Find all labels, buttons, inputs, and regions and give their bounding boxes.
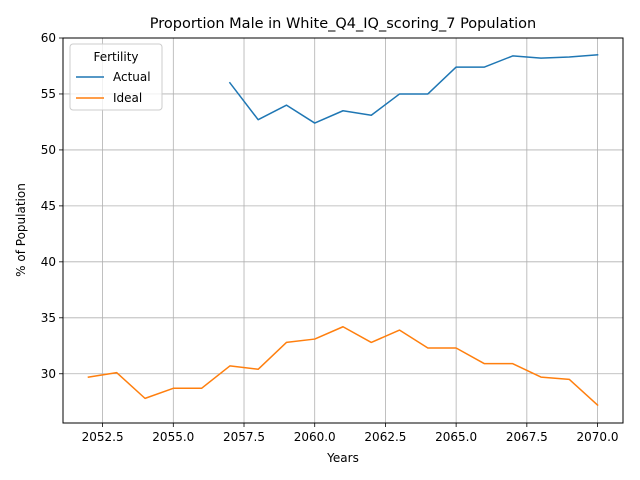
x-tick-label: 2067.5 [506, 430, 548, 444]
x-tick-label: 2057.5 [223, 430, 265, 444]
legend: Fertility Actual Ideal [69, 43, 163, 111]
y-tick-label: 35 [41, 311, 56, 325]
y-tick-label: 55 [41, 87, 56, 101]
x-tick-label: 2052.5 [82, 430, 124, 444]
x-tick-label: 2055.0 [152, 430, 194, 444]
legend-box [69, 43, 163, 111]
series-lines [87, 53, 599, 407]
y-tick-label: 50 [41, 143, 56, 157]
gridlines [63, 37, 623, 423]
y-tick-label: 45 [41, 199, 56, 213]
y-axis-ticks: 30 35 40 45 50 55 60 [41, 31, 63, 381]
series-line-actual [228, 53, 599, 124]
y-tick-label: 40 [41, 255, 56, 269]
axes-frame [62, 37, 624, 424]
chart-title: Proportion Male in White_Q4_IQ_scoring_7… [150, 16, 537, 32]
y-axis-label: % of Population [14, 183, 28, 277]
y-tick-label: 60 [41, 31, 56, 45]
legend-label-actual: Actual [113, 70, 151, 84]
series-line-ideal [87, 326, 599, 407]
legend-title: Fertility [93, 50, 138, 64]
legend-label-ideal: Ideal [113, 91, 142, 105]
x-tick-label: 2062.5 [364, 430, 406, 444]
x-tick-label: 2070.0 [577, 430, 619, 444]
x-tick-label: 2060.0 [294, 430, 336, 444]
x-tick-label: 2065.0 [435, 430, 477, 444]
x-axis-ticks: 2052.5 2055.0 2057.5 2060.0 2062.5 2065.0 2067… [82, 423, 619, 444]
x-axis-label: Years [326, 451, 359, 465]
y-tick-label: 30 [41, 367, 56, 381]
